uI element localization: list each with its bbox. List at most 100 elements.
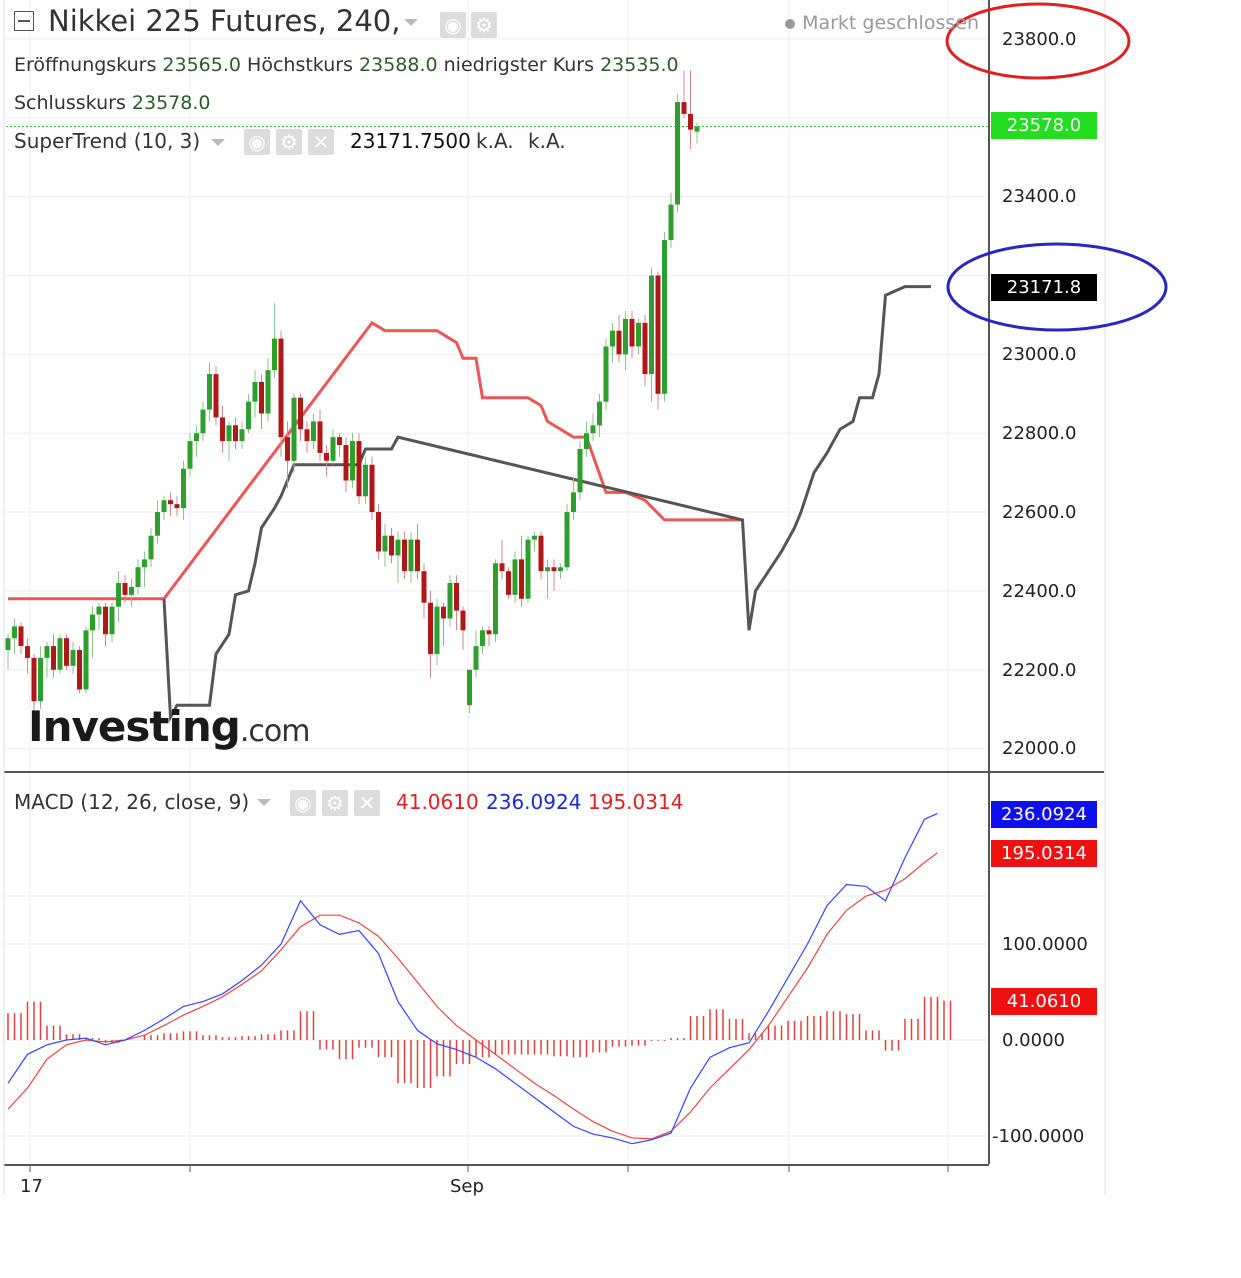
candle-body <box>428 602 433 654</box>
candle-body <box>64 638 69 666</box>
candle <box>174 496 180 516</box>
candle-body <box>460 610 466 631</box>
candle-body <box>148 535 154 560</box>
candle <box>285 421 290 489</box>
candle-body <box>382 535 388 552</box>
candle <box>83 626 89 694</box>
candle-body <box>532 535 537 540</box>
candle-body <box>239 429 245 442</box>
candle-body <box>265 370 271 414</box>
candle <box>226 421 232 461</box>
candle-body <box>590 425 596 434</box>
candle <box>538 531 544 580</box>
ohlc-line: Eröffnungskurs 23565.0 Höchstkurs 23588.… <box>14 54 679 76</box>
candle-body <box>538 535 544 572</box>
candle <box>558 563 563 580</box>
signal-badge: 195.0314 <box>991 840 1097 867</box>
candle <box>532 531 537 552</box>
candle <box>493 559 498 643</box>
macd-chevron-down-icon[interactable] <box>257 799 271 806</box>
supertrend-eye-icon[interactable]: ◉ <box>244 129 270 155</box>
candle-body <box>304 429 310 442</box>
candle-body <box>5 638 11 651</box>
candle <box>122 575 128 603</box>
candle <box>421 563 427 619</box>
candle-body <box>694 126 700 132</box>
price-tick: 23800.0 <box>1002 29 1077 50</box>
candle <box>70 642 76 674</box>
candle-body <box>337 437 342 446</box>
candle <box>103 602 108 647</box>
macd-badge: 236.0924 <box>991 801 1097 828</box>
candle-body <box>311 421 316 442</box>
candle <box>207 362 212 422</box>
candle-body <box>181 468 186 509</box>
candle-body <box>200 409 206 434</box>
candle-body <box>415 539 420 572</box>
candle-body <box>70 650 76 666</box>
supertrend-close-icon[interactable]: ✕ <box>308 129 334 155</box>
supertrend-chevron-down-icon[interactable] <box>211 139 225 146</box>
candle-body <box>610 330 615 347</box>
candle <box>161 496 167 520</box>
candle-body <box>343 445 349 481</box>
candle-body <box>376 512 381 552</box>
candle <box>590 413 596 442</box>
candle-body <box>51 646 56 670</box>
time-tick: 17 <box>20 1176 43 1197</box>
candle-body <box>551 567 557 572</box>
candle <box>649 267 654 402</box>
candle-body <box>642 322 648 375</box>
supertrend-gear-icon[interactable]: ⚙ <box>276 129 302 155</box>
candle-body <box>655 275 661 394</box>
candle-body <box>103 606 108 635</box>
candle-body <box>512 559 518 595</box>
candle <box>408 531 414 584</box>
candle <box>278 330 284 457</box>
candle-body <box>402 539 407 572</box>
candle <box>356 433 362 505</box>
candle-body <box>77 650 82 690</box>
candle <box>681 70 687 118</box>
investing-logo: Investing.com <box>28 702 310 751</box>
candle <box>519 535 524 607</box>
candle <box>51 634 56 678</box>
candle-body <box>571 492 576 513</box>
candle-body <box>246 401 251 430</box>
candle <box>181 460 186 520</box>
candle-body <box>291 397 297 461</box>
candle-body <box>142 559 147 568</box>
candle <box>662 232 667 402</box>
macd-eye-icon[interactable]: ◉ <box>290 790 316 816</box>
eye-icon[interactable]: ◉ <box>440 12 466 38</box>
candle-body <box>681 102 687 114</box>
candle <box>187 433 193 477</box>
candle <box>155 500 160 544</box>
candle-body <box>441 606 446 619</box>
candle <box>428 590 433 678</box>
candle-body <box>174 504 180 509</box>
candle <box>389 527 394 564</box>
candle-body <box>486 630 492 635</box>
chart-title: Nikkei 225 Futures, 240, <box>48 4 401 38</box>
candle <box>200 401 206 442</box>
candle-body <box>252 381 258 402</box>
macd-close-icon[interactable]: ✕ <box>354 790 380 816</box>
candle <box>148 527 154 568</box>
candle-body <box>688 113 693 130</box>
collapse-icon[interactable] <box>14 11 34 31</box>
candle-body <box>623 318 628 355</box>
candle <box>18 622 24 654</box>
title-chevron-down-icon[interactable] <box>404 19 418 26</box>
candle <box>239 421 245 449</box>
candle <box>584 421 589 457</box>
gear-icon[interactable]: ⚙ <box>471 12 497 38</box>
candle-body <box>90 614 95 631</box>
macd-gear-icon[interactable]: ⚙ <box>322 790 348 816</box>
candle <box>44 642 50 678</box>
candle <box>447 575 453 627</box>
candle-body <box>519 559 524 599</box>
red-annotation-circle <box>945 2 1131 80</box>
candle-body <box>668 204 674 241</box>
